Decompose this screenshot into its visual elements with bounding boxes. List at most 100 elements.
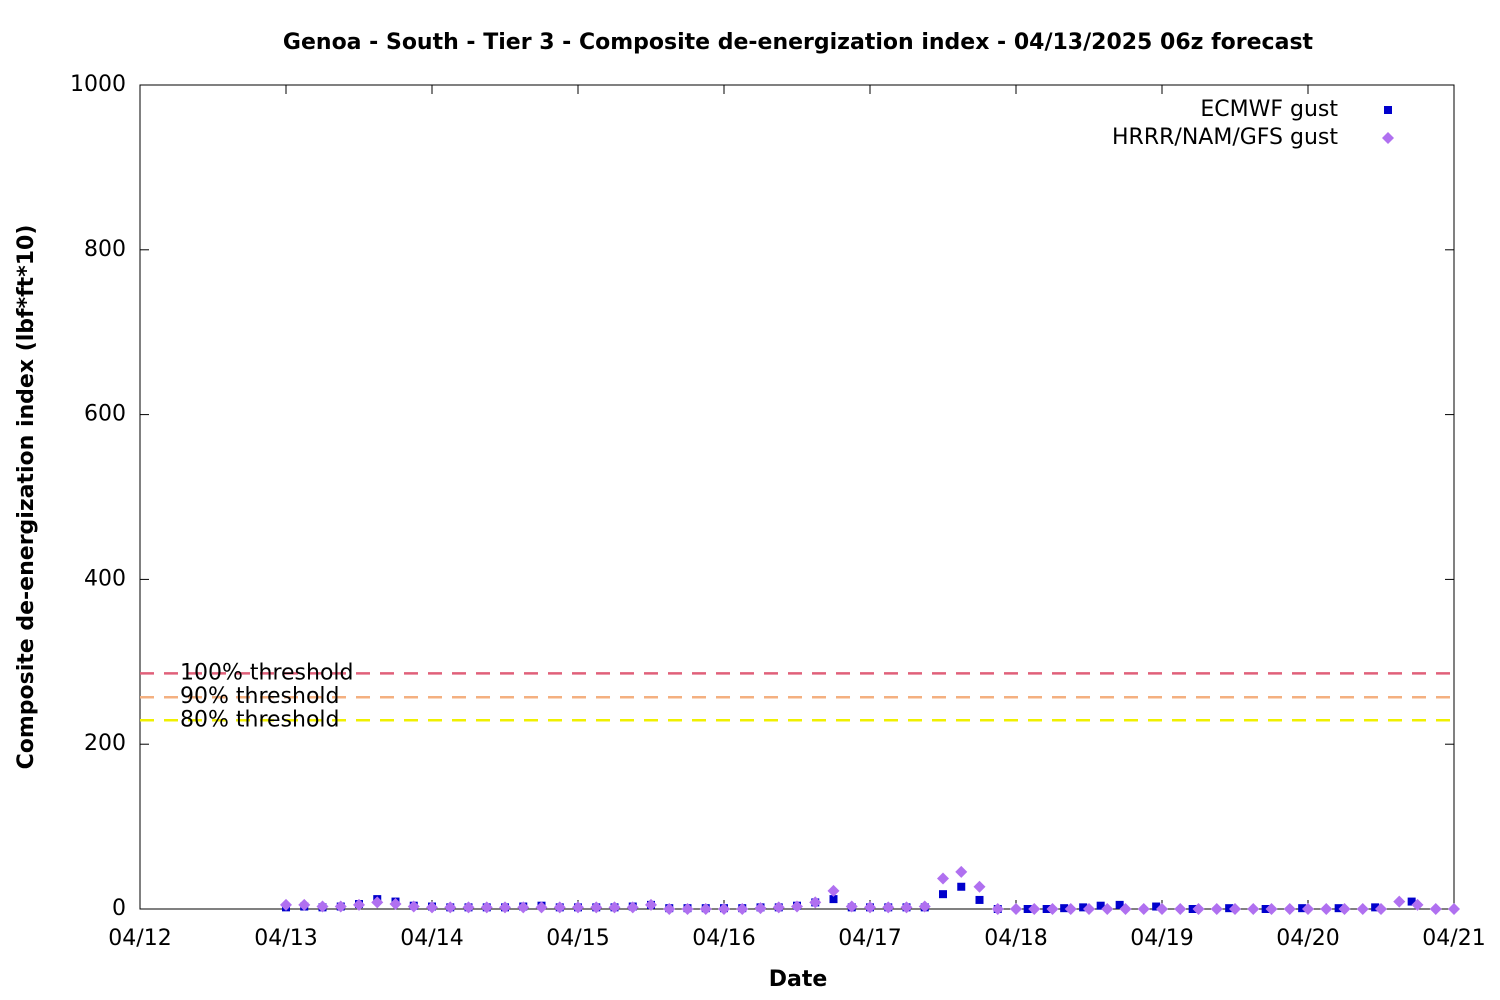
point: [1265, 903, 1278, 915]
legend-marker: [1382, 132, 1394, 144]
y-tick-label: 400: [84, 566, 126, 591]
point: [316, 900, 329, 913]
point: [1064, 903, 1077, 915]
point: [1174, 903, 1187, 915]
point: [955, 865, 968, 878]
point: [1060, 904, 1069, 913]
legend-label: ECMWF gust: [1200, 97, 1338, 122]
point: [1115, 900, 1124, 909]
legend-label: HRRR/NAM/GFS gust: [1112, 125, 1338, 150]
point: [939, 890, 947, 899]
point: [975, 895, 984, 904]
point: [626, 901, 639, 914]
x-tick-label: 04/21: [1422, 926, 1485, 951]
point: [845, 900, 858, 913]
y-tick-label: 0: [112, 896, 126, 921]
point: [1229, 903, 1241, 915]
point: [1010, 903, 1022, 915]
x-axis-label: Date: [769, 967, 828, 992]
point: [1302, 903, 1314, 915]
chart-title: Genoa - South - Tier 3 - Composite de-en…: [283, 30, 1314, 55]
point: [1225, 904, 1234, 913]
point: [1283, 903, 1296, 915]
point: [791, 900, 803, 913]
point: [1023, 905, 1032, 913]
point: [1152, 902, 1161, 911]
point: [426, 901, 438, 914]
point: [699, 903, 712, 915]
y-tick-label: 1000: [70, 72, 126, 97]
x-tick-label: 04/17: [838, 926, 901, 951]
point: [1156, 903, 1168, 915]
point: [754, 902, 767, 915]
x-tick-label: 04/13: [254, 926, 317, 951]
point: [681, 903, 694, 915]
point: [280, 898, 292, 911]
point: [1407, 897, 1416, 906]
point: [1028, 903, 1041, 915]
point: [334, 900, 347, 913]
x-tick-label: 04/16: [692, 926, 755, 951]
point: [718, 903, 730, 915]
threshold-label: 80% threshold: [180, 707, 340, 732]
point: [1079, 903, 1088, 912]
point: [1371, 903, 1380, 912]
point: [407, 900, 420, 913]
y-tick-label: 600: [84, 402, 126, 427]
x-tick-label: 04/15: [546, 926, 609, 951]
point: [499, 901, 511, 914]
point: [1320, 903, 1333, 915]
point: [973, 880, 986, 893]
point: [1429, 903, 1442, 915]
point: [991, 903, 1004, 915]
point: [1137, 903, 1150, 915]
point: [809, 896, 822, 909]
point: [1046, 903, 1059, 915]
point: [1096, 901, 1105, 910]
point: [480, 901, 493, 914]
point: [1411, 898, 1424, 911]
point: [1119, 903, 1132, 915]
x-tick-label: 04/12: [108, 926, 171, 951]
point: [535, 901, 548, 914]
point: [1210, 903, 1223, 915]
point: [645, 898, 657, 911]
y-axis-label: Composite de-energization index (lbf*ft*…: [14, 225, 39, 770]
x-tick-label: 04/19: [1130, 926, 1193, 951]
point: [389, 898, 402, 911]
point: [572, 901, 584, 914]
x-tick-label: 04/14: [400, 926, 463, 951]
point: [608, 901, 621, 914]
point: [663, 903, 676, 915]
y-tick-label: 200: [84, 731, 126, 756]
x-tick-label: 04/18: [984, 926, 1047, 951]
point: [864, 901, 876, 914]
point: [298, 898, 311, 911]
point: [1356, 903, 1369, 915]
point: [1247, 903, 1260, 915]
legend-marker: [1384, 106, 1392, 114]
point: [444, 901, 457, 914]
point: [1192, 903, 1205, 915]
point: [353, 898, 365, 911]
point: [1101, 903, 1114, 915]
point: [553, 901, 566, 914]
point: [1298, 904, 1307, 913]
point: [900, 901, 913, 914]
point: [371, 896, 384, 909]
point: [1338, 903, 1351, 915]
y-tick-label: 800: [84, 237, 126, 262]
point: [882, 901, 895, 914]
point: [517, 901, 530, 914]
x-tick-label: 04/20: [1276, 926, 1339, 951]
point: [736, 903, 749, 915]
point: [957, 882, 966, 891]
point: [1393, 895, 1406, 908]
point: [829, 895, 838, 904]
point: [937, 872, 949, 885]
point: [590, 901, 603, 914]
point: [1334, 904, 1343, 913]
